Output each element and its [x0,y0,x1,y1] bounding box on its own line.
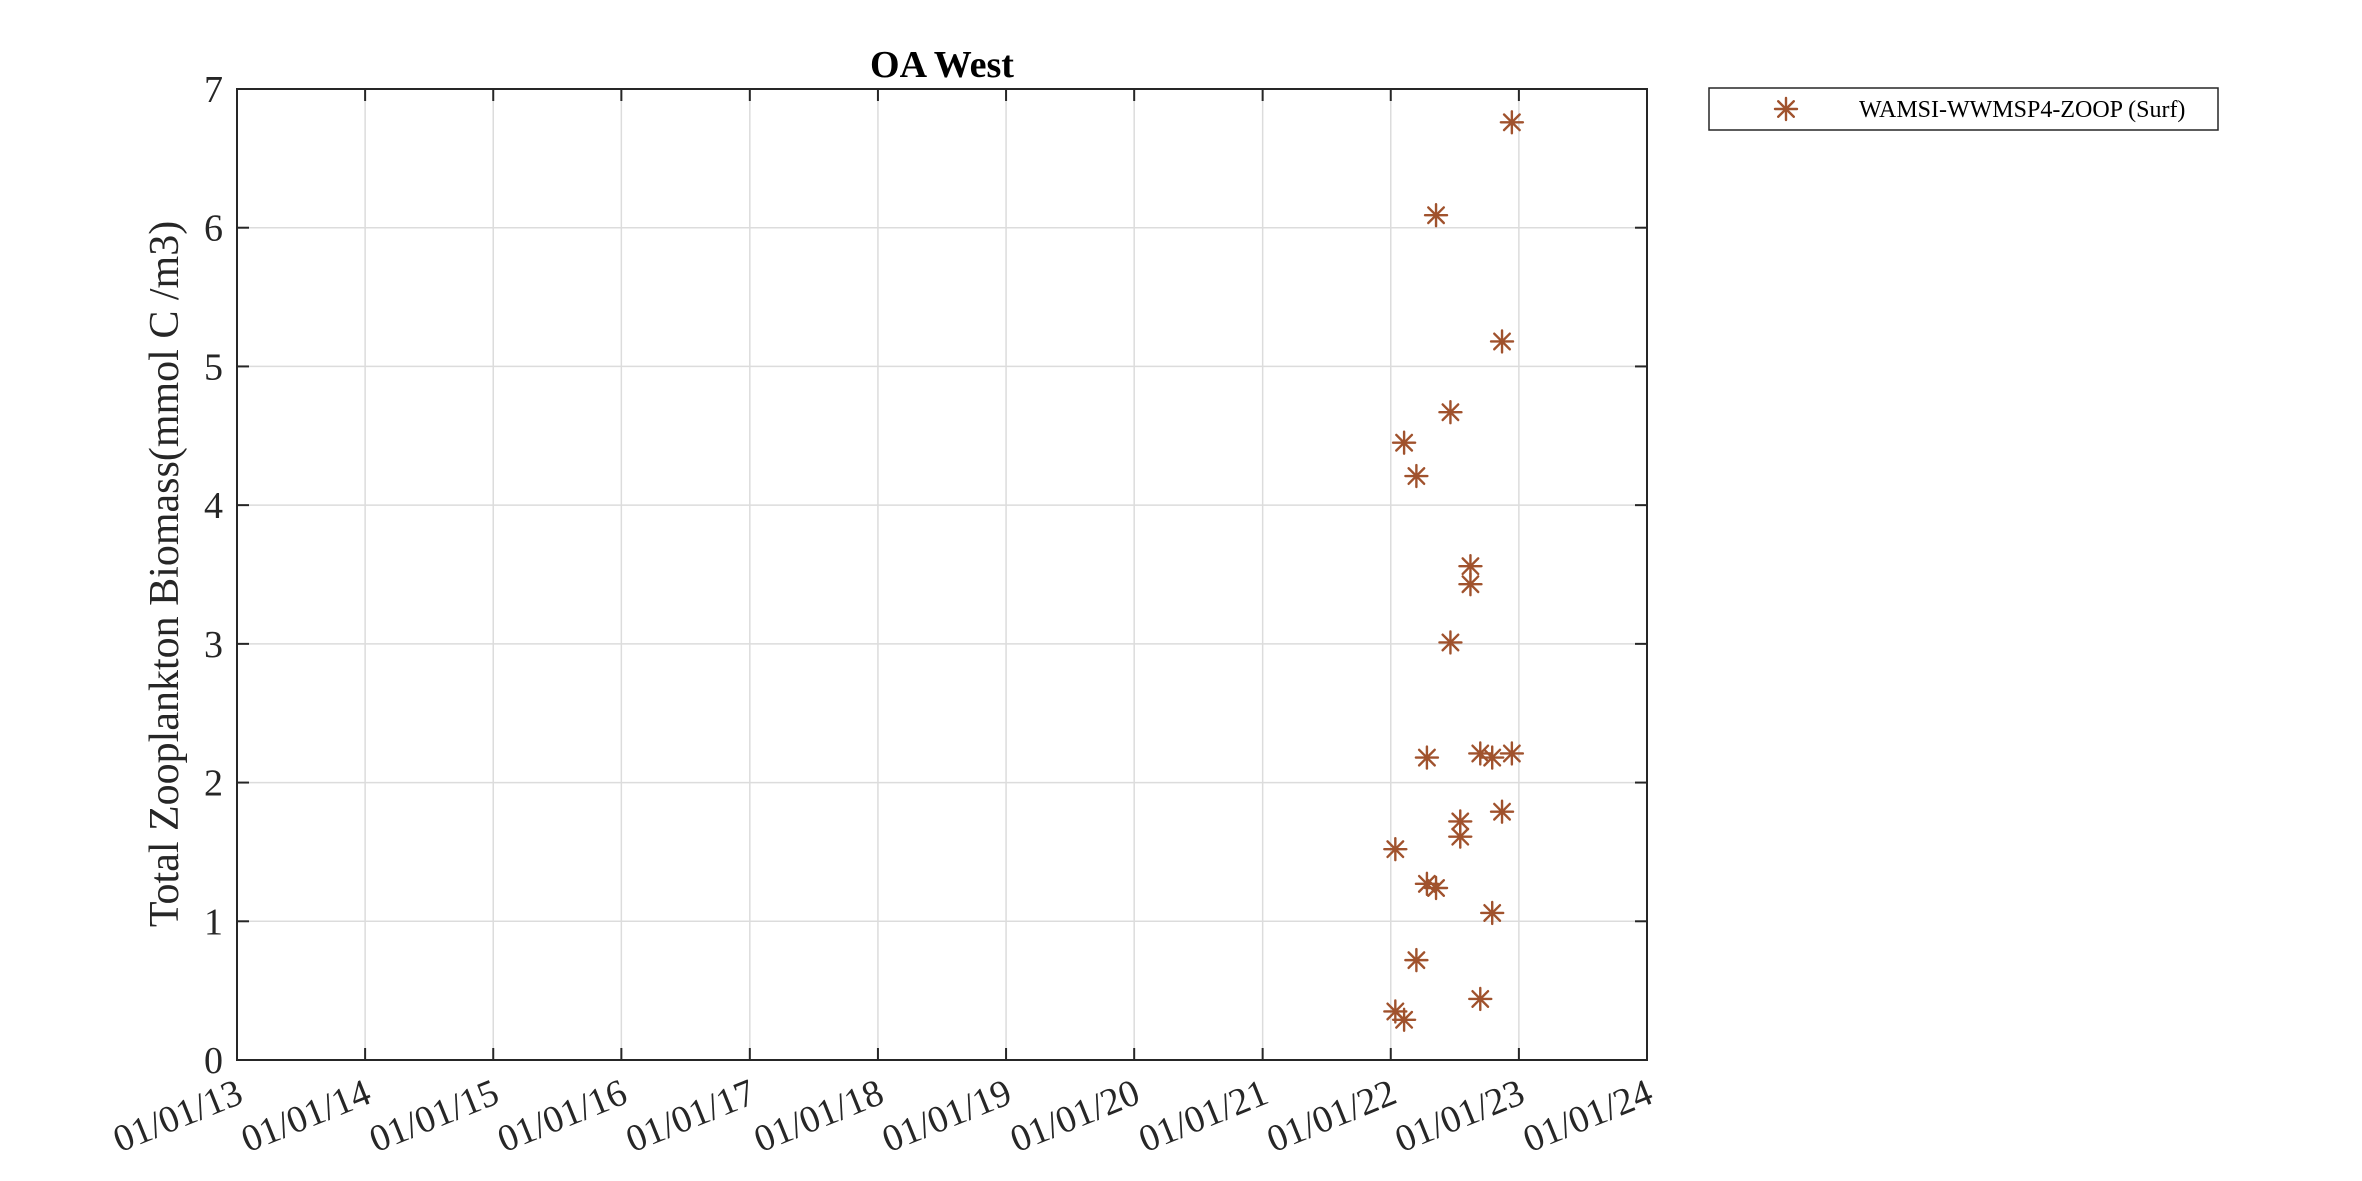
data-point [1404,463,1429,489]
data-point [1423,875,1449,901]
data-point [1499,741,1525,766]
data-point [1404,947,1429,973]
data-point [1414,871,1440,897]
data-point [1448,824,1473,849]
y-tick-label: 4 [204,485,223,527]
legend-marker-asterisk [1773,96,1799,122]
chart-title: OA West [870,44,1014,86]
y-tick-label: 2 [204,763,223,805]
data-point [1480,900,1505,926]
legend: WAMSI-WWMSP4-ZOOP (Surf) [1708,87,2219,131]
y-tick-label: 1 [204,901,223,943]
data-point [1489,329,1515,354]
data-point [1438,400,1463,425]
data-point [1391,430,1417,455]
plot-area [236,88,1648,1061]
data-points [1383,110,1525,1032]
y-axis-label: Total Zooplankton Biomass(mmol C /m3) [142,221,188,927]
data-point [1480,745,1505,770]
legend-entry-label: WAMSI-WWMSP4-ZOOP (Surf) [1859,97,2185,123]
data-point [1458,572,1483,597]
y-tick-label: 6 [204,208,223,250]
y-axis-tick-labels: 0 1 2 3 4 5 6 7 [204,69,223,1082]
grid [237,89,1647,1060]
data-point [1391,1007,1417,1032]
y-tick-label: 3 [204,624,223,666]
data-point [1468,986,1493,1012]
data-point [1438,630,1463,655]
data-point [1499,110,1525,135]
y-tick-label: 5 [204,346,223,388]
y-tick-label: 0 [204,1040,223,1082]
data-point [1423,203,1449,228]
y-tick-label: 7 [204,69,223,111]
axis-ticks [236,88,1648,1061]
data-point [1383,836,1408,862]
data-point [1414,745,1440,770]
data-point [1489,799,1515,824]
legend-marker-icon [1773,96,1799,122]
